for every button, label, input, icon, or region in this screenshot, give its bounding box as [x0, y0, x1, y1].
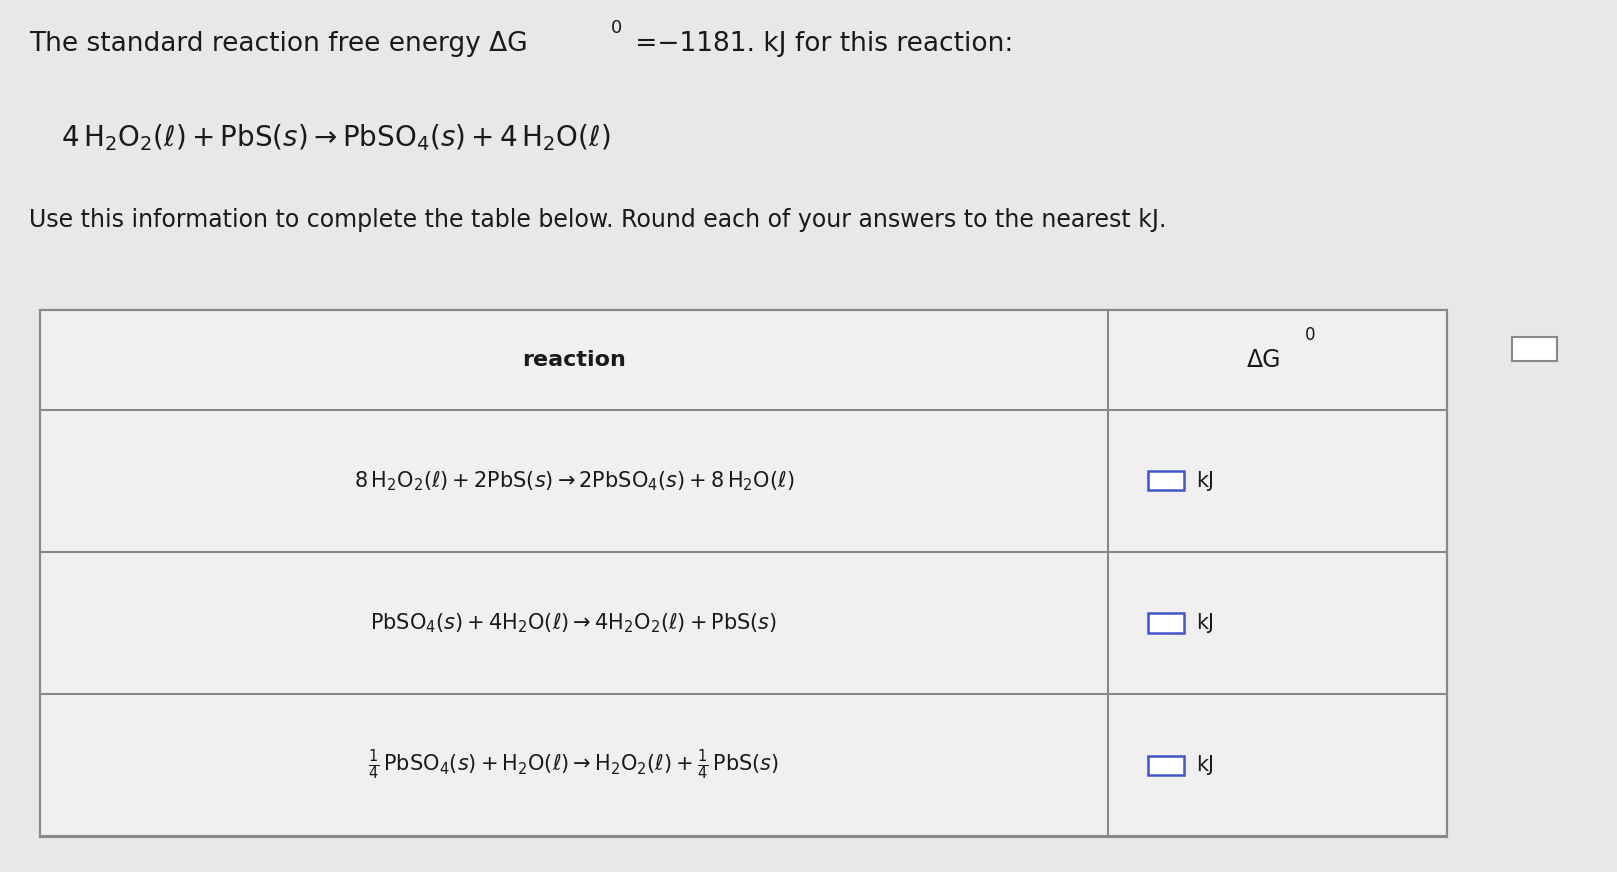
- Text: The standard reaction free energy ΔG: The standard reaction free energy ΔG: [29, 31, 527, 57]
- Text: $8\,\mathrm{H_2O_2}(\ell) + 2\mathrm{PbS}(s) \rightarrow 2\mathrm{PbSO_4}(s) + 8: $8\,\mathrm{H_2O_2}(\ell) + 2\mathrm{PbS…: [354, 469, 794, 493]
- Text: $\frac{1}{4}\,\mathrm{PbSO_4}(s) + \mathrm{H_2O}(\ell) \rightarrow \mathrm{H_2O_: $\frac{1}{4}\,\mathrm{PbSO_4}(s) + \math…: [369, 748, 779, 782]
- Text: kJ: kJ: [1197, 471, 1214, 491]
- Bar: [1148, 471, 1184, 490]
- Text: kJ: kJ: [1197, 613, 1214, 633]
- Text: $\mathrm{PbSO_4}(s) + 4\mathrm{H_2O}(\ell) \rightarrow 4\mathrm{H_2O_2}(\ell) + : $\mathrm{PbSO_4}(s) + 4\mathrm{H_2O}(\el…: [370, 611, 778, 635]
- Text: 0: 0: [1305, 326, 1315, 344]
- Text: ΔG: ΔG: [1247, 348, 1282, 371]
- Text: =−1181. kJ for this reaction:: =−1181. kJ for this reaction:: [627, 31, 1014, 57]
- Bar: [1512, 337, 1557, 361]
- Text: kJ: kJ: [1197, 755, 1214, 775]
- Text: reaction: reaction: [522, 350, 626, 370]
- Text: Use this information to complete the table below. Round each of your answers to : Use this information to complete the tab…: [29, 208, 1166, 232]
- Text: 0: 0: [611, 19, 623, 37]
- Bar: [40, 310, 1447, 837]
- Text: $4\,\mathrm{H_2O_2}(\ell) + \mathrm{PbS}(s) \rightarrow \mathrm{PbSO_4}(s) + 4\,: $4\,\mathrm{H_2O_2}(\ell) + \mathrm{PbS}…: [61, 122, 611, 153]
- Bar: [1148, 755, 1184, 774]
- Bar: [1148, 614, 1184, 633]
